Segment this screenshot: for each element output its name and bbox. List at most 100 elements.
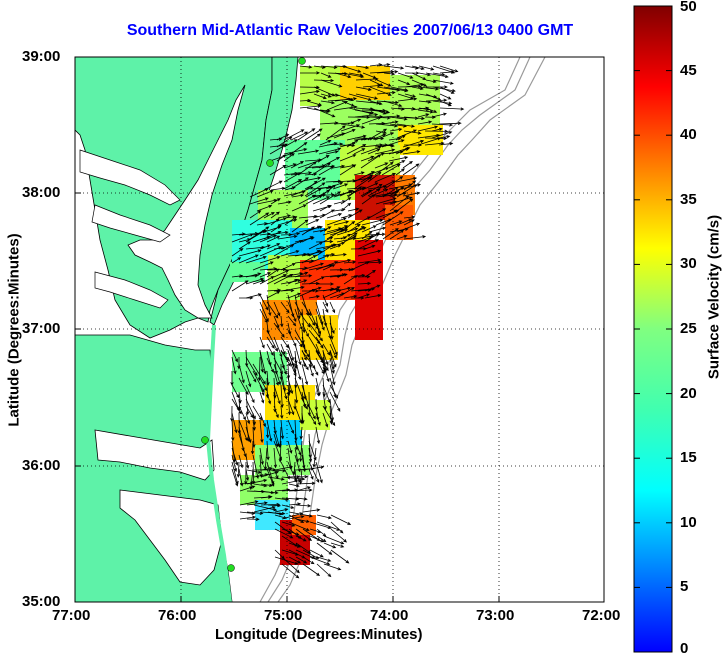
velocity-arrow xyxy=(231,454,238,473)
velocity-arrow xyxy=(294,336,303,348)
velocity-arrow xyxy=(330,528,347,543)
velocity-arrow xyxy=(266,357,274,373)
x-tick-label: 77:00 xyxy=(52,607,91,624)
velocity-arrow xyxy=(329,253,347,257)
velocity-arrow xyxy=(319,205,332,212)
velocity-arrow xyxy=(301,322,309,338)
velocity-arrow xyxy=(266,268,280,278)
velocity-arrow xyxy=(397,93,414,100)
velocity-arrow xyxy=(249,212,270,226)
velocity-arrow xyxy=(367,171,382,183)
velocity-arrow xyxy=(316,563,332,578)
velocity-arrow xyxy=(326,101,349,111)
velocity-arrow xyxy=(350,226,365,236)
velocity-arrow xyxy=(431,127,443,132)
velocity-arrow xyxy=(249,188,269,198)
velocity-arrow xyxy=(439,65,459,73)
velocity-arrow xyxy=(376,63,391,67)
velocity-arrow xyxy=(231,384,240,399)
velocity-arrow xyxy=(364,232,380,243)
velocity-arrow xyxy=(280,301,290,314)
velocity-arrow xyxy=(333,190,352,198)
velocity-arrow xyxy=(343,235,357,243)
velocity-arrow xyxy=(322,264,336,271)
velocity-arrow xyxy=(244,461,248,485)
velocity-arrow xyxy=(287,315,297,327)
velocity-arrow xyxy=(417,125,439,132)
velocity-arrow xyxy=(284,216,298,226)
velocity-arrow xyxy=(389,127,403,132)
velocity-arrow xyxy=(332,183,349,190)
velocity-arrow xyxy=(439,93,452,100)
velocity-arrow xyxy=(294,271,309,278)
velocity-arrow xyxy=(281,563,300,579)
velocity-arrow xyxy=(302,563,321,577)
velocity-arrow xyxy=(308,315,316,326)
velocity-arrow xyxy=(259,336,265,349)
velocity-arrow xyxy=(295,481,316,485)
velocity-arrow xyxy=(341,65,362,73)
velocity-arrow xyxy=(311,133,321,141)
velocity-arrow xyxy=(318,142,338,148)
velocity-arrow xyxy=(270,198,281,205)
velocity-arrow xyxy=(389,196,413,205)
velocity-arrow xyxy=(301,308,306,334)
velocity-arrow xyxy=(323,535,345,545)
y-tick-label: 39:00 xyxy=(22,48,61,65)
velocity-arrow xyxy=(404,83,425,88)
colorbar-tick-label: 45 xyxy=(680,61,697,79)
velocity-arrow xyxy=(382,120,399,125)
velocity-arrow xyxy=(395,168,405,176)
velocity-arrow xyxy=(313,78,335,83)
velocity-arrow xyxy=(305,195,323,205)
velocity-arrow xyxy=(389,195,410,212)
velocity-arrow xyxy=(312,447,317,468)
velocity-arrow xyxy=(274,508,289,513)
velocity-arrow xyxy=(290,186,314,197)
velocity-arrow xyxy=(417,137,442,146)
velocity-arrow xyxy=(390,86,409,92)
velocity-arrow xyxy=(308,363,314,377)
velocity-arrow xyxy=(364,232,386,236)
velocity-arrow xyxy=(245,370,252,388)
velocity-arrow xyxy=(260,470,280,478)
velocity-arrow xyxy=(319,140,332,146)
velocity-arrow xyxy=(283,172,302,183)
velocity-arrow xyxy=(439,107,465,111)
velocity-arrow xyxy=(357,275,371,279)
velocity-arrow xyxy=(250,440,255,455)
velocity-arrow xyxy=(283,163,297,169)
velocity-arrow xyxy=(266,329,278,352)
velocity-arrow xyxy=(281,521,296,527)
velocity-arrow xyxy=(298,194,317,205)
velocity-arrow xyxy=(269,164,287,176)
y-tick-label: 35:00 xyxy=(22,593,61,610)
velocity-arrow xyxy=(301,236,314,243)
velocity-arrow xyxy=(357,293,370,299)
velocity-arrow xyxy=(431,112,447,118)
velocity-arrow xyxy=(417,120,433,125)
velocity-arrow xyxy=(325,125,346,141)
velocity-arrow xyxy=(245,391,250,416)
velocity-arrow xyxy=(274,465,294,471)
velocity-arrow xyxy=(252,235,271,243)
velocity-arrow xyxy=(266,336,275,349)
velocity-arrow xyxy=(347,118,362,125)
velocity-arrow xyxy=(418,72,432,77)
velocity-arrow xyxy=(354,113,379,118)
velocity-arrow xyxy=(231,412,238,434)
velocity-arrow xyxy=(273,244,295,257)
velocity-arrow xyxy=(287,279,299,285)
velocity-arrow xyxy=(290,171,313,176)
velocity-arrow xyxy=(252,261,274,271)
velocity-arrow xyxy=(238,241,251,250)
velocity-arrow xyxy=(402,160,413,169)
velocity-arrow xyxy=(347,186,363,198)
velocity-arrow xyxy=(308,405,316,420)
velocity-arrow xyxy=(375,197,397,205)
colorbar-tick-label: 10 xyxy=(680,513,697,531)
velocity-arrow xyxy=(299,89,320,95)
velocity-arrow xyxy=(336,287,355,299)
velocity-arrow xyxy=(259,244,271,250)
velocity-arrow xyxy=(231,447,239,466)
